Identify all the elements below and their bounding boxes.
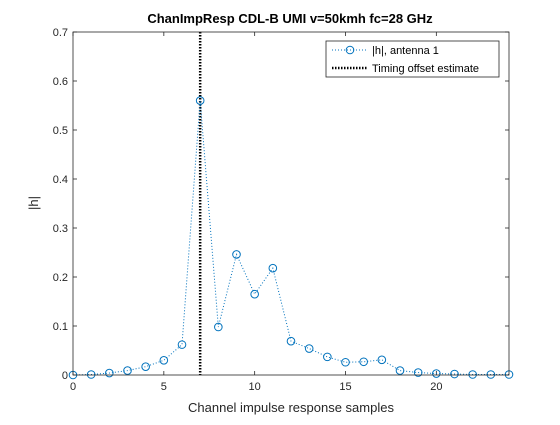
- x-tick-label: 0: [70, 381, 76, 393]
- x-axis-ticks: 0 5 10 15 20: [70, 32, 442, 393]
- data-point: [177, 340, 187, 349]
- plot-frame: [72, 31, 510, 376]
- data-point: [341, 357, 350, 367]
- x-tick-label: 10: [249, 381, 261, 393]
- y-tick-label: 0.2: [53, 272, 68, 284]
- plot-area: [73, 32, 509, 375]
- data-point: [395, 366, 405, 375]
- data-point: [413, 368, 423, 377]
- data-point: [377, 355, 387, 365]
- data-point: [286, 336, 296, 346]
- x-axis-label: Channel impulse response samples: [188, 400, 394, 415]
- y-axis-ticks: 0 0.1 0.2 0.3 0.4 0.5 0.6 0.7: [53, 27, 509, 382]
- data-point: [250, 289, 259, 299]
- data-point: [432, 369, 441, 378]
- y-tick-label: 0.5: [53, 125, 68, 137]
- y-tick-label: 0: [62, 370, 68, 382]
- data-point: [123, 366, 132, 375]
- data-point: [304, 344, 314, 353]
- x-tick-label: 20: [430, 381, 442, 393]
- series-layer: [68, 96, 514, 380]
- data-point: [195, 96, 205, 105]
- data-point: [232, 250, 241, 259]
- chart-title: ChanImpResp CDL-B UMI v=50kmh fc=28 GHz: [147, 11, 433, 26]
- data-point: [486, 370, 496, 379]
- data-point: [159, 356, 169, 365]
- y-axis-label: |h|: [26, 196, 41, 210]
- x-tick-label: 15: [339, 381, 351, 393]
- data-point: [450, 369, 459, 379]
- data-point: [214, 322, 223, 332]
- series-line: [72, 100, 509, 376]
- data-point: [141, 362, 150, 371]
- legend-series-label: |h|, antenna 1: [372, 45, 439, 57]
- legend-offset-label: Timing offset estimate: [372, 63, 479, 75]
- y-tick-label: 0.3: [53, 223, 68, 235]
- data-point: [468, 370, 477, 379]
- x-tick-label: 5: [161, 381, 167, 393]
- legend-series-marker: [345, 45, 355, 55]
- data-point: [105, 368, 114, 378]
- data-point: [86, 370, 96, 379]
- legend-box: [325, 40, 500, 78]
- legend: |h|, antenna 1 Timing offset estimate: [325, 40, 500, 78]
- data-point: [323, 352, 332, 362]
- y-tick-label: 0.7: [53, 27, 68, 39]
- data-point: [359, 357, 368, 367]
- y-tick-label: 0.1: [53, 321, 68, 333]
- data-point: [268, 263, 278, 273]
- y-tick-label: 0.6: [53, 76, 68, 88]
- y-tick-label: 0.4: [53, 174, 68, 186]
